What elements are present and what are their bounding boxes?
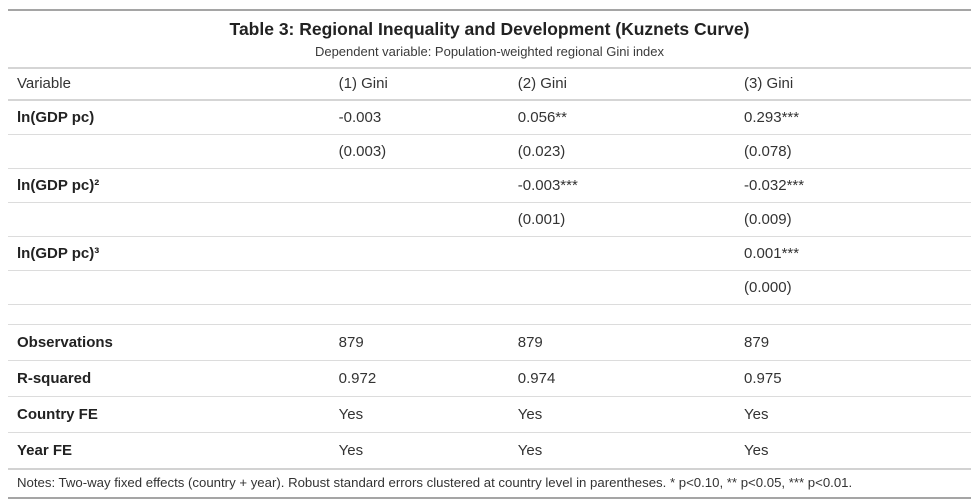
row-label: ln(GDP pc)³ [8,236,330,271]
spacer-row [8,304,971,325]
table-cell: (0.023) [508,134,736,169]
table-cell: 0.975 [735,360,971,397]
table-cell: 0.972 [329,360,509,397]
table-row-observations: Observations 879 879 879 [8,324,971,361]
table-row-se-lngdp: (0.003) (0.023) (0.078) [8,134,971,169]
table-cell [329,202,509,237]
table-cell: 0.293*** [735,100,971,135]
table-cell: -0.003 [329,100,509,135]
table-row-coef-lngdp-cu: ln(GDP pc)³ 0.001*** [8,236,971,271]
row-label: R-squared [8,360,330,397]
column-header-model-2: (2) Gini [508,67,736,101]
table-notes: Notes: Two-way fixed effects (country + … [8,468,971,497]
table-cell: 0.974 [508,360,736,397]
table-cell: -0.032*** [735,168,971,203]
table-cell: (0.003) [329,134,509,169]
row-label: Year FE [17,442,73,459]
table-cell: 0.056** [508,100,736,135]
row-label [8,134,330,169]
table-row-year-fe: Year FE Yes Yes Yes [8,433,971,469]
table-cell: (0.078) [735,134,971,169]
table-cell [329,236,509,271]
table-cell: -0.003*** [508,168,736,203]
table-cell: (0.009) [735,202,971,237]
table-cell [735,304,971,325]
row-label: Country FE [8,396,330,433]
table-subtitle: Dependent variable: Population-weighted … [314,44,665,59]
table-cell: (0.001) [508,202,736,237]
table-cell: 879 [735,324,971,361]
row-label [8,202,330,237]
table-row-coef-lngdp-sq: ln(GDP pc)² -0.003*** -0.032*** [8,168,971,203]
table-cell [508,236,736,271]
table-cell [329,270,509,305]
regression-table: Variable (1) Gini (2) Gini (3) Gini ln(G… [8,67,971,468]
regression-table-card: Table 3: Regional Inequality and Develop… [8,9,971,499]
table-cell [329,168,509,203]
table-cell: Yes [338,442,364,459]
header-row: Variable (1) Gini (2) Gini (3) Gini [8,67,971,101]
table-cell [329,304,509,325]
table-cell: 0.001*** [735,236,971,271]
table-cell: Yes [508,396,736,433]
row-label: ln(GDP pc) [8,100,330,135]
table-cell [508,304,736,325]
row-label: ln(GDP pc)² [8,168,330,203]
table-row-country-fe: Country FE Yes Yes Yes [8,396,971,433]
table-cell: Yes [744,442,769,459]
table-row-r-squared: R-squared 0.972 0.974 0.975 [8,360,971,397]
table-cell: 879 [329,324,509,361]
row-label [8,270,330,305]
table-cell: 879 [508,324,736,361]
table-row-coef-lngdp: ln(GDP pc) -0.003 0.056** 0.293*** [8,100,971,135]
column-header-model-1: (1) Gini [329,67,509,101]
table-cell [8,304,330,325]
column-header-model-3: (3) Gini [735,67,971,101]
table-cell: Yes [517,442,543,459]
table-cell: Yes [329,396,509,433]
table-title: Table 3: Regional Inequality and Develop… [229,19,750,39]
table-cell: (0.000) [735,270,971,305]
column-header-variable: Variable [8,67,330,101]
table-row-se-lngdp-cu: (0.000) [8,270,971,305]
table-row-se-lngdp-sq: (0.001) (0.009) [8,202,971,237]
row-label: Observations [8,324,330,361]
table-cell [508,270,736,305]
table-cell: Yes [735,396,971,433]
